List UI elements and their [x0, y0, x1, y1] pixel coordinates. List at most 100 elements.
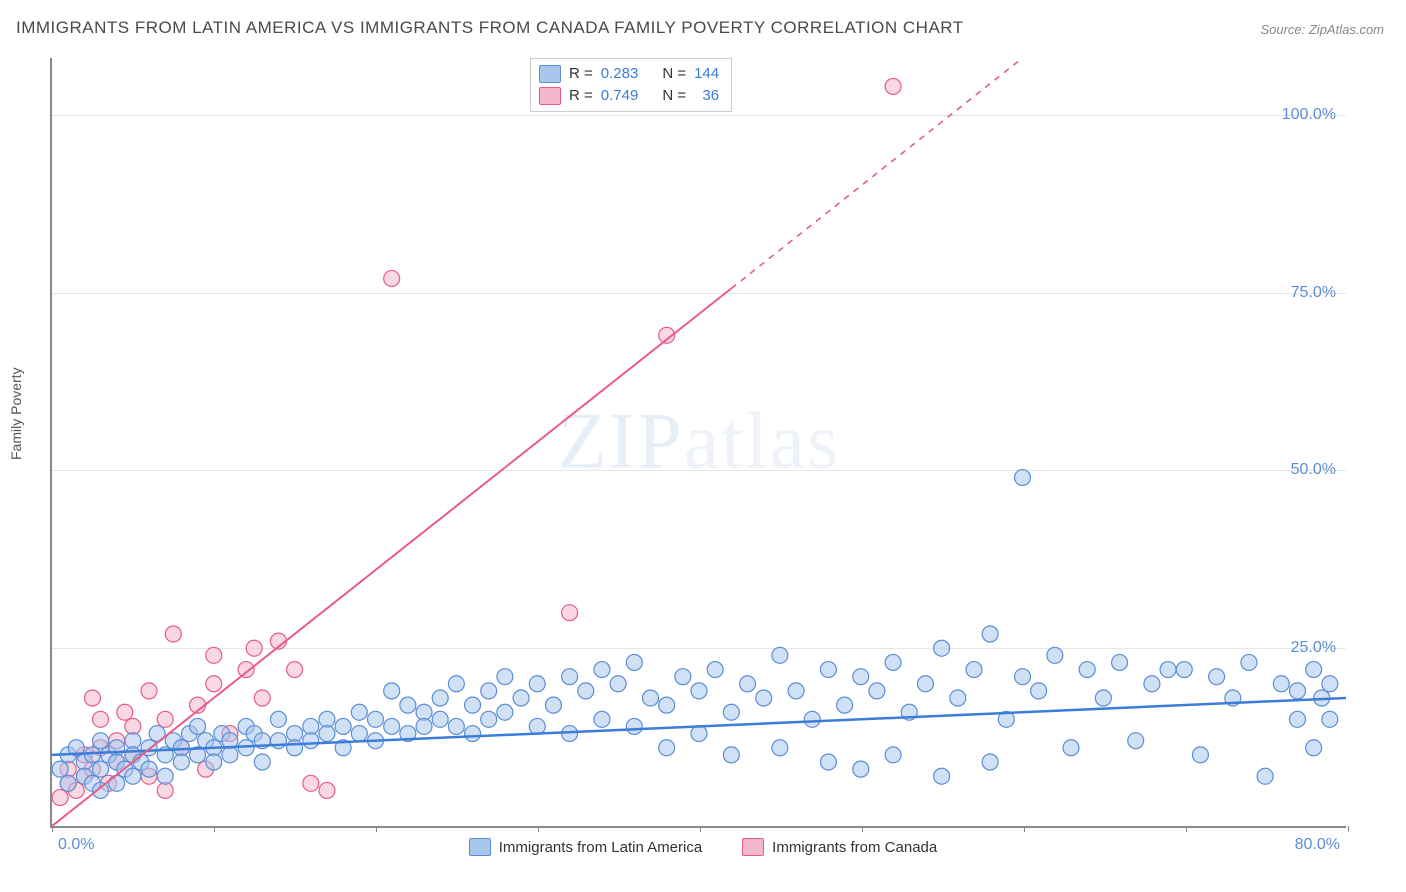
- data-point: [772, 740, 788, 756]
- x-tick: [538, 826, 539, 832]
- data-point: [384, 718, 400, 734]
- data-point: [319, 782, 335, 798]
- data-point: [125, 768, 141, 784]
- data-point: [384, 270, 400, 286]
- scatter-svg: [52, 58, 1346, 826]
- swatch-blue: [539, 65, 561, 83]
- data-point: [141, 683, 157, 699]
- data-point: [60, 775, 76, 791]
- legend-label: Immigrants from Latin America: [499, 839, 702, 856]
- data-point: [1289, 683, 1305, 699]
- data-point: [934, 768, 950, 784]
- legend-row-series-2: R = 0.749 N = 36: [539, 85, 719, 107]
- data-point: [982, 626, 998, 642]
- data-point: [319, 711, 335, 727]
- data-point: [529, 718, 545, 734]
- correlation-legend: R = 0.283 N = 144 R = 0.749 N = 36: [530, 58, 732, 112]
- data-point: [1063, 740, 1079, 756]
- data-point: [93, 782, 109, 798]
- data-point: [125, 718, 141, 734]
- data-point: [1015, 669, 1031, 685]
- series-legend: Immigrants from Latin America Immigrants…: [0, 838, 1406, 856]
- r-value: 0.283: [601, 63, 639, 85]
- data-point: [982, 754, 998, 770]
- data-point: [934, 640, 950, 656]
- trend-line-extrapolated: [731, 58, 1022, 288]
- data-point: [287, 726, 303, 742]
- data-point: [707, 662, 723, 678]
- data-point: [1160, 662, 1176, 678]
- n-label: N =: [662, 85, 686, 107]
- r-label: R =: [569, 63, 593, 85]
- data-point: [206, 676, 222, 692]
- data-point: [448, 718, 464, 734]
- data-point: [837, 697, 853, 713]
- data-point: [1128, 733, 1144, 749]
- data-point: [626, 654, 642, 670]
- data-point: [562, 669, 578, 685]
- swatch-blue: [469, 838, 491, 856]
- data-point: [157, 782, 173, 798]
- data-point: [1273, 676, 1289, 692]
- data-point: [416, 718, 432, 734]
- data-point: [869, 683, 885, 699]
- data-point: [84, 747, 100, 763]
- data-point: [1031, 683, 1047, 699]
- data-point: [788, 683, 804, 699]
- r-value: 0.749: [601, 85, 639, 107]
- data-point: [270, 711, 286, 727]
- data-point: [465, 697, 481, 713]
- legend-item-canada: Immigrants from Canada: [742, 838, 937, 856]
- data-point: [384, 683, 400, 699]
- data-point: [594, 711, 610, 727]
- data-point: [303, 775, 319, 791]
- legend-row-series-1: R = 0.283 N = 144: [539, 63, 719, 85]
- data-point: [853, 761, 869, 777]
- data-point: [481, 711, 497, 727]
- data-point: [1079, 662, 1095, 678]
- data-point: [165, 626, 181, 642]
- data-point: [691, 683, 707, 699]
- data-point: [513, 690, 529, 706]
- data-point: [675, 669, 691, 685]
- chart-title: IMMIGRANTS FROM LATIN AMERICA VS IMMIGRA…: [16, 18, 964, 38]
- x-tick: [700, 826, 701, 832]
- data-point: [772, 647, 788, 663]
- x-tick: [214, 826, 215, 832]
- data-point: [723, 747, 739, 763]
- data-point: [820, 754, 836, 770]
- data-point: [917, 676, 933, 692]
- data-point: [335, 718, 351, 734]
- data-point: [246, 640, 262, 656]
- data-point: [853, 669, 869, 685]
- data-point: [1306, 662, 1322, 678]
- data-point: [1192, 747, 1208, 763]
- data-point: [1209, 669, 1225, 685]
- data-point: [351, 726, 367, 742]
- data-point: [659, 740, 675, 756]
- data-point: [804, 711, 820, 727]
- data-point: [497, 704, 513, 720]
- data-point: [448, 676, 464, 692]
- data-point: [1306, 740, 1322, 756]
- data-point: [287, 740, 303, 756]
- data-point: [1322, 676, 1338, 692]
- data-point: [93, 711, 109, 727]
- data-point: [93, 761, 109, 777]
- data-point: [740, 676, 756, 692]
- swatch-pink: [539, 87, 561, 105]
- x-tick: [52, 826, 53, 832]
- data-point: [303, 733, 319, 749]
- data-point: [465, 726, 481, 742]
- data-point: [562, 605, 578, 621]
- data-point: [529, 676, 545, 692]
- data-point: [1095, 690, 1111, 706]
- data-point: [1176, 662, 1192, 678]
- data-point: [416, 704, 432, 720]
- data-point: [885, 747, 901, 763]
- data-point: [157, 711, 173, 727]
- chart-plot-area: ZIPatlas R = 0.283 N = 144 R = 0.749 N =…: [50, 58, 1346, 828]
- data-point: [578, 683, 594, 699]
- n-value: 144: [694, 63, 719, 85]
- data-point: [52, 761, 68, 777]
